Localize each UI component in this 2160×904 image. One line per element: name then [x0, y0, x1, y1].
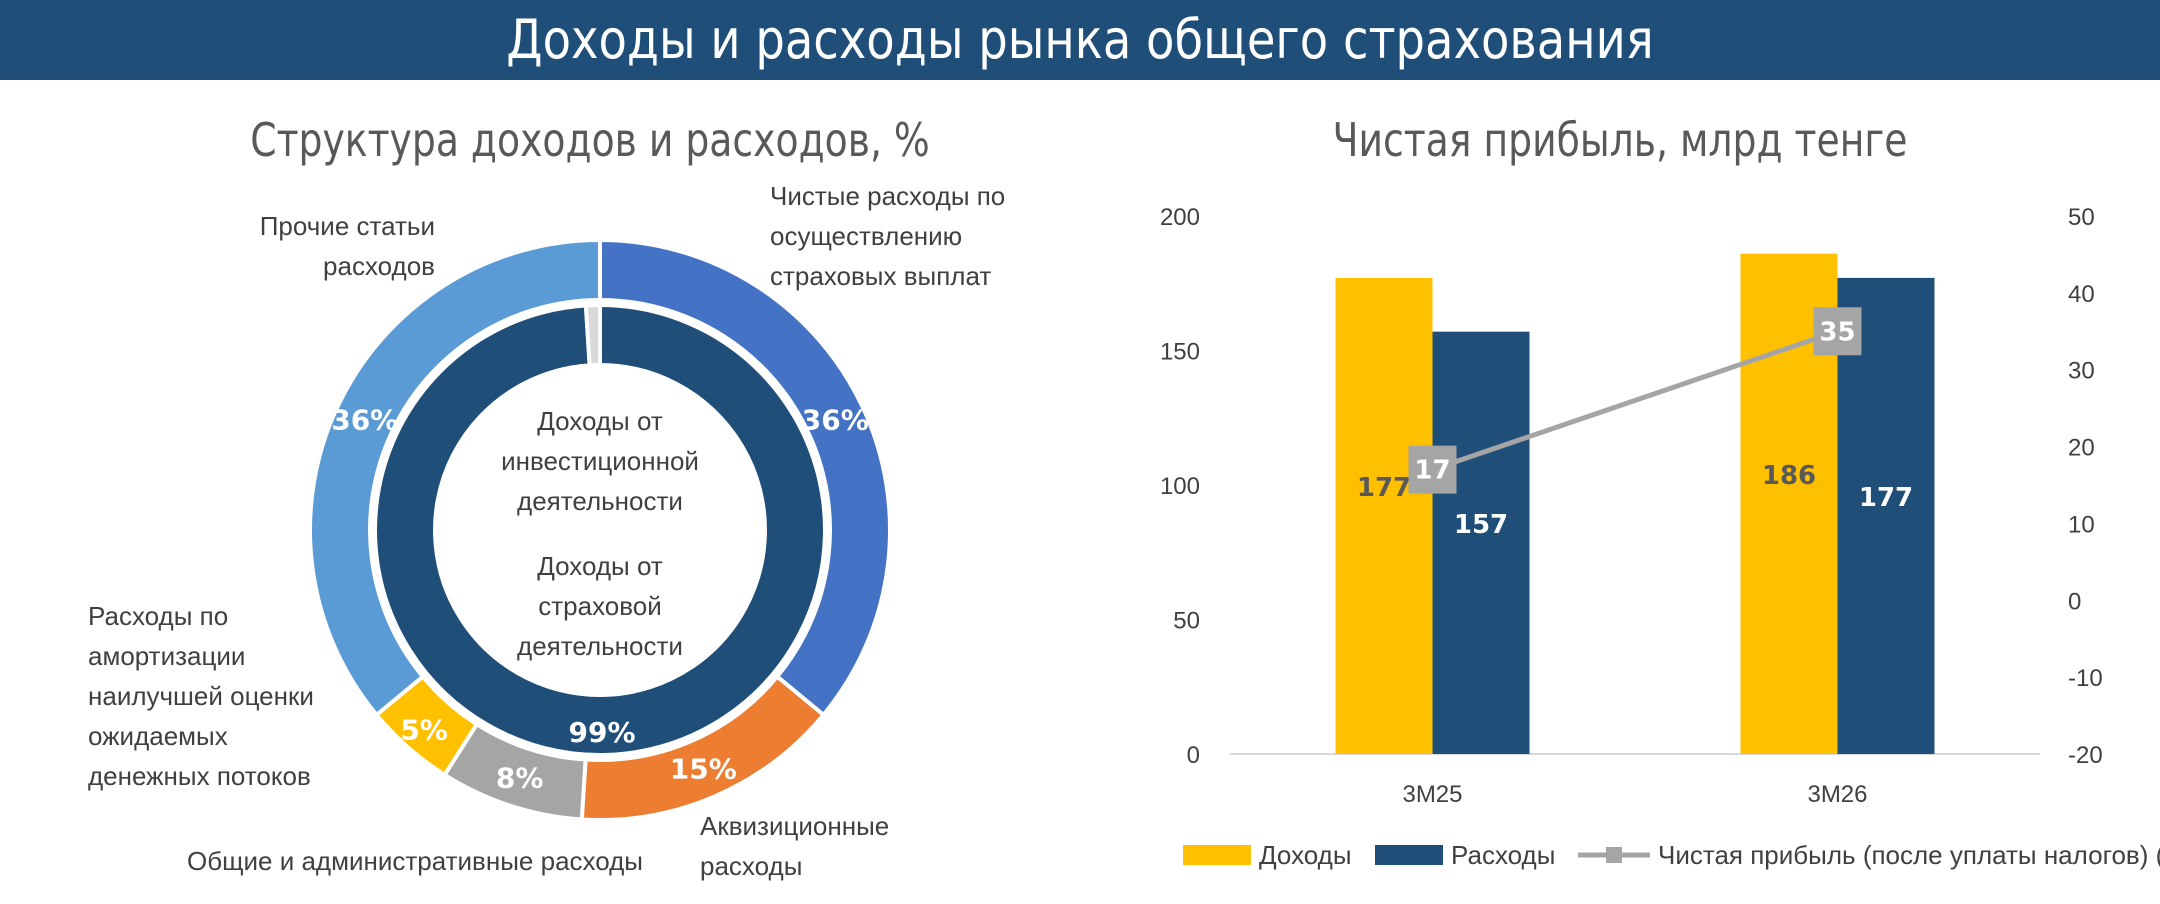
y-right-tick-4: 20	[2068, 435, 2095, 462]
x-tick-0: 3М25	[1402, 781, 1462, 808]
outer-ring-slice-4	[308, 237, 602, 718]
bar-label-1-0: 157	[1454, 510, 1508, 540]
y-right-tick-7: 50	[2068, 204, 2095, 231]
inner-pct-label-0: 99%	[568, 716, 635, 749]
legend-swatch-1	[1375, 845, 1443, 865]
bar-label-0-0: 177	[1357, 473, 1411, 503]
legend-swatch-0	[1183, 845, 1251, 865]
center-label-investment: Доходы от инвестиционной деятельности	[501, 406, 699, 516]
outer-pct-label-1: 15%	[670, 753, 737, 786]
label-amortization: Расходы по амортизации наилучшей оценки ожи…	[88, 601, 314, 791]
y-left-tick-1: 50	[1173, 608, 1200, 635]
donut-chart-title: Структура доходов и расходов, %	[250, 113, 930, 167]
y-left-tick-3: 150	[1160, 339, 1200, 366]
y-right-tick-3: 10	[2068, 511, 2095, 538]
legend-swatch-marker-2	[1606, 847, 1622, 863]
bar-Расходы-0	[1432, 331, 1530, 754]
center-label-insurance: Доходы от страховой деятельности	[517, 551, 683, 661]
outer-ring-slice-0	[598, 237, 892, 718]
bar-label-0-1: 186	[1762, 461, 1816, 491]
y-right-tick-6: 40	[2068, 281, 2095, 308]
inner-ring-slice-0	[373, 302, 827, 757]
label-admin: Общие и административные расходы	[187, 846, 643, 876]
y-right-tick-2: 0	[2068, 588, 2081, 615]
outer-pct-label-4: 36%	[331, 403, 398, 436]
net-profit-marker-1	[1813, 307, 1862, 356]
y-left-tick-4: 200	[1160, 204, 1200, 231]
bar-Доходы-0	[1335, 277, 1433, 754]
header-bar: Доходы и расходы рынка общего страховани…	[0, 0, 2160, 80]
legend-label-1: Расходы	[1451, 840, 1555, 870]
y-left-tick-0: 0	[1187, 742, 1200, 769]
y-right-tick-5: 30	[2068, 358, 2095, 385]
outer-pct-label-2: 8%	[496, 761, 544, 794]
page-title: Доходы и расходы рынка общего страховани…	[506, 8, 1654, 71]
net-profit-marker-0	[1408, 445, 1457, 494]
outer-pct-label-0: 36%	[802, 403, 869, 436]
net-profit-line	[1431, 328, 1839, 472]
outer-pct-label-3: 5%	[400, 714, 448, 747]
bar-label-1-1: 177	[1859, 483, 1913, 513]
y-right-tick-1: -10	[2068, 665, 2103, 692]
bar-chart-title: Чистая прибыль, млрд тенге	[1332, 113, 1908, 167]
net-profit-label-1: 35	[1819, 317, 1855, 347]
y-right-tick-0: -20	[2068, 742, 2103, 769]
legend-label-2: Чистая прибыль (после уплаты налогов) (R…	[1658, 840, 2160, 870]
x-tick-1: 3М26	[1807, 781, 1867, 808]
label-other: Прочие статьи расходов	[260, 211, 435, 281]
label-claims: Чистые расходы по осуществлению страховых …	[770, 181, 1005, 291]
y-left-tick-2: 100	[1160, 473, 1200, 500]
donut-chart: 36% 15% 8% 5% 36% 99% 1% Доходы от инвестиционно…	[88, 181, 1005, 881]
inner-ring-slice-1	[583, 302, 602, 368]
combo-chart: 0 50 100 150 200 -20 -10 0 10 20 30 40 50 3М25 177 157 3…	[1160, 204, 2103, 808]
legend-label-0: Доходы	[1259, 840, 1352, 870]
label-acquisition: Аквизиционные расходы	[700, 811, 889, 881]
bar-Расходы-1	[1837, 277, 1935, 754]
net-profit-label-0: 17	[1414, 456, 1450, 486]
chart-legend: Доходы Расходы Чистая прибыль (после уплат…	[1183, 840, 2160, 870]
inner-pct-label-1: 1%	[571, 364, 619, 397]
